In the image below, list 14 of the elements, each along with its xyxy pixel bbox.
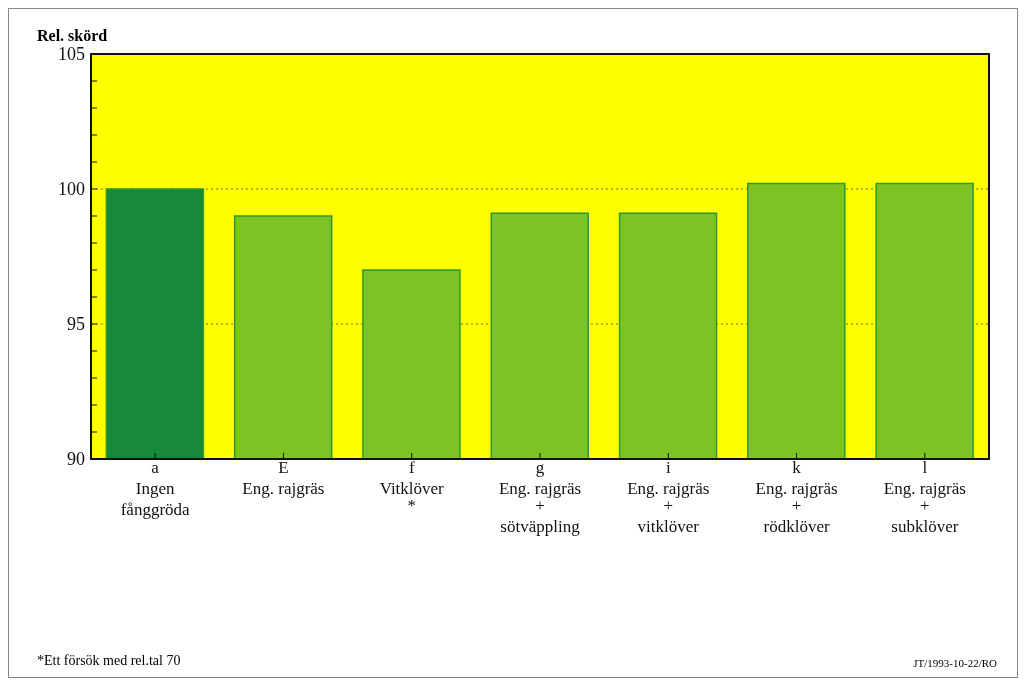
x-tick-label: E Eng. rajgräs	[242, 458, 325, 498]
y-tick-label: 100	[58, 179, 85, 200]
y-tick-label: 95	[67, 314, 85, 335]
y-tick-label: 105	[58, 44, 85, 65]
y-axis-title: Rel. skörd	[37, 27, 108, 45]
x-tick-label: f Vitklöver *	[379, 458, 445, 515]
text: JT/1993-10-22/RO	[913, 657, 997, 669]
x-tick-label: a Ingen fånggröda	[120, 458, 191, 519]
text: *Ett försök med rel.tal 70	[37, 653, 181, 669]
x-tick-label: k Eng. rajgräs + rödklöver	[755, 458, 838, 536]
x-tick-label: l Eng. rajgräs + subklöver	[883, 458, 966, 536]
x-tick-label: i Eng. rajgräs + vitklöver	[627, 458, 710, 536]
x-tick-label: g Eng. rajgräs + sötväppling	[498, 458, 582, 536]
y-tick-label: 90	[67, 449, 85, 470]
